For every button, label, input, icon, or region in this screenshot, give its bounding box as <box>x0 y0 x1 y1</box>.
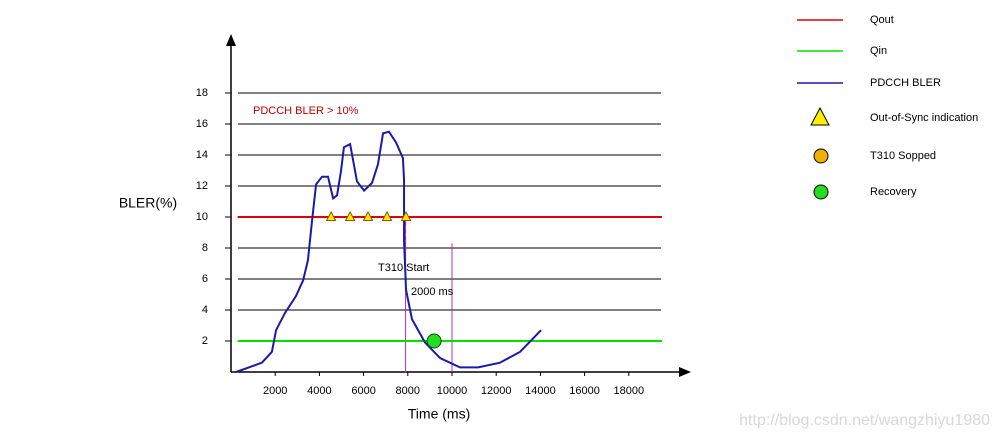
watermark: http://blog.csdn.net/wangzhiyu1980 <box>739 412 990 429</box>
out-of-sync-marker <box>381 210 393 221</box>
out-of-sync-marker <box>344 210 356 221</box>
y-tick-label: 6 <box>202 273 208 285</box>
y-tick-label: 10 <box>196 211 208 223</box>
x-tick-label: 2000 <box>263 385 287 397</box>
legend-label: Out-of-Sync indication <box>870 112 978 124</box>
legend-swatch <box>813 184 829 200</box>
point-marker <box>426 333 442 349</box>
y-tick-label: 18 <box>196 87 208 99</box>
legend-label: Recovery <box>870 186 917 198</box>
legend-label: Qin <box>870 45 887 57</box>
x-tick-label: 4000 <box>307 385 331 397</box>
x-tick-label: 6000 <box>351 385 375 397</box>
y-tick-label: 16 <box>196 118 208 130</box>
y-tick-label: 14 <box>196 149 208 161</box>
annotation: T310 Start <box>378 262 429 274</box>
legend-swatch <box>810 106 830 126</box>
legend-label: T310 Sopped <box>870 150 936 162</box>
out-of-sync-marker <box>325 210 337 221</box>
y-tick-label: 8 <box>202 242 208 254</box>
out-of-sync-marker <box>400 210 412 221</box>
legend-label: Qout <box>870 14 894 26</box>
y-axis-label: BLER(%) <box>119 195 177 211</box>
x-axis-arrow <box>679 367 691 377</box>
legend-swatch <box>813 148 829 164</box>
legend-label: PDCCH BLER <box>870 77 941 89</box>
x-tick-label: 18000 <box>614 385 645 397</box>
y-tick-label: 2 <box>202 335 208 347</box>
annotation: PDCCH BLER > 10% <box>253 105 359 117</box>
x-tick-label: 8000 <box>396 385 420 397</box>
y-axis-arrow <box>226 34 236 46</box>
x-tick-label: 10000 <box>437 385 468 397</box>
x-tick-label: 16000 <box>569 385 600 397</box>
out-of-sync-marker <box>362 210 374 221</box>
x-axis-label: Time (ms) <box>408 406 470 422</box>
series-line <box>235 130 542 373</box>
x-tick-label: 14000 <box>525 385 556 397</box>
x-tick-label: 12000 <box>481 385 512 397</box>
y-tick-label: 4 <box>202 304 208 316</box>
annotation: 2000 ms <box>411 286 454 298</box>
y-tick-label: 12 <box>196 180 208 192</box>
